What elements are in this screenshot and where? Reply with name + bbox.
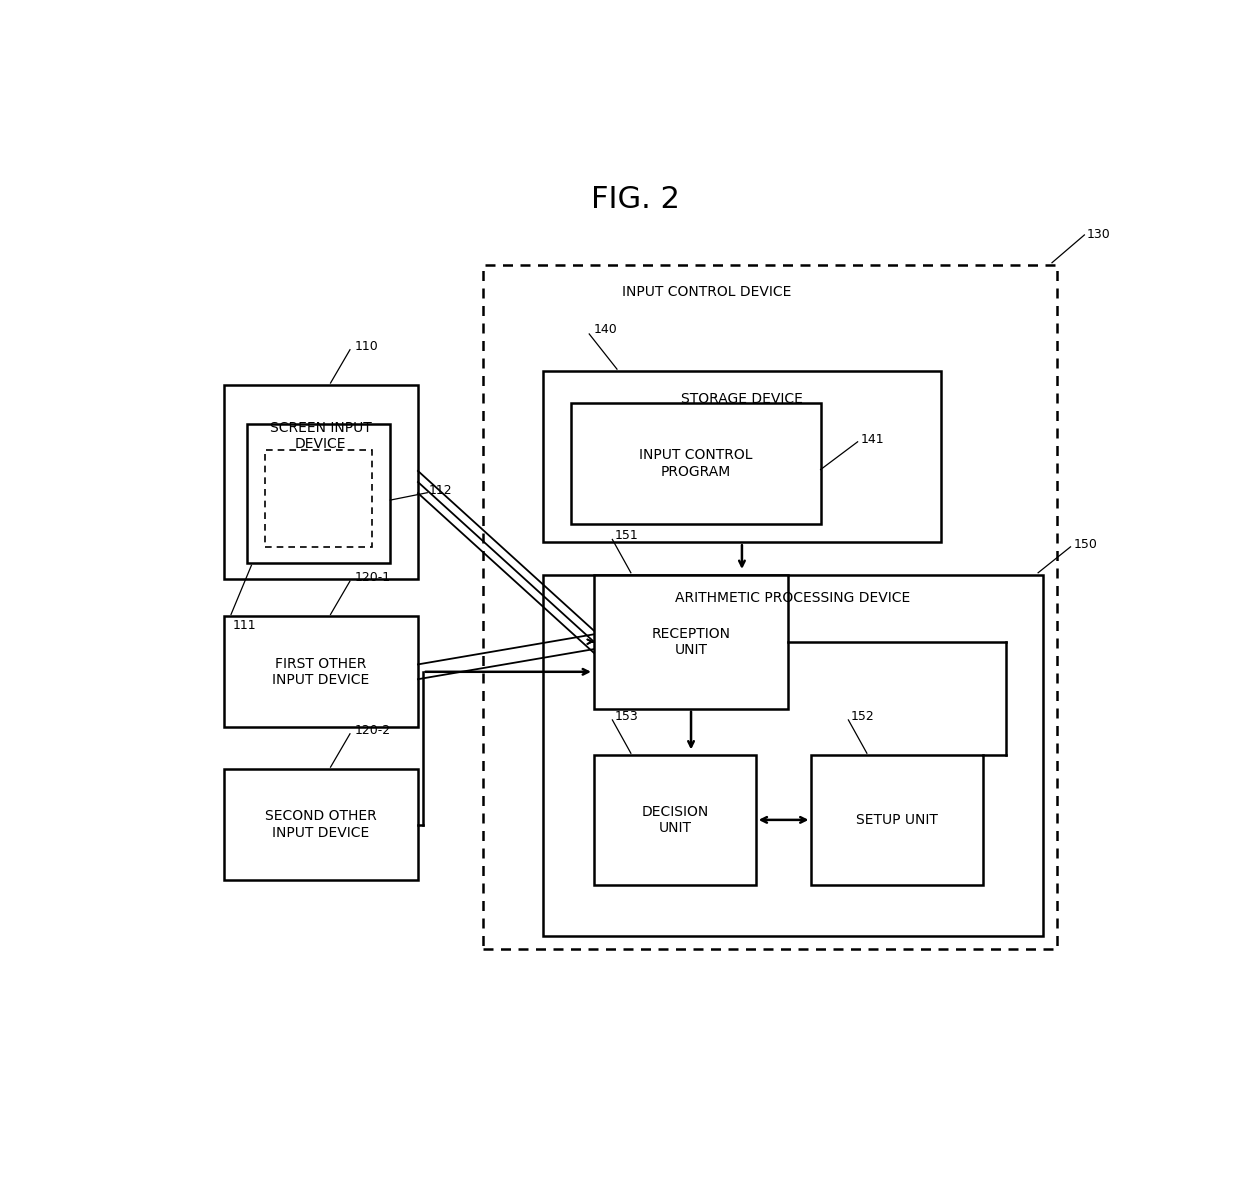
Text: INPUT CONTROL DEVICE: INPUT CONTROL DEVICE	[621, 285, 791, 299]
Text: SETUP UNIT: SETUP UNIT	[856, 813, 937, 827]
Bar	[265, 450, 372, 547]
Text: ARITHMETIC PROCESSING DEVICE: ARITHMETIC PROCESSING DEVICE	[676, 590, 910, 605]
Text: 141: 141	[861, 433, 884, 446]
Text: 120-1: 120-1	[355, 571, 391, 584]
Text: DECISION
UNIT: DECISION UNIT	[641, 805, 708, 835]
Text: RECEPTION
UNIT: RECEPTION UNIT	[651, 626, 730, 656]
Text: 112: 112	[429, 484, 453, 498]
Text: INPUT CONTROL
PROGRAM: INPUT CONTROL PROGRAM	[639, 448, 753, 478]
Bar	[223, 769, 418, 880]
Text: 150: 150	[1074, 538, 1097, 552]
Text: 140: 140	[594, 323, 618, 335]
Bar	[570, 404, 821, 524]
Text: 120-2: 120-2	[355, 724, 391, 737]
Text: FIG. 2: FIG. 2	[591, 185, 680, 214]
Text: 152: 152	[851, 709, 875, 722]
Bar	[543, 371, 941, 542]
Text: SECOND OTHER
INPUT DEVICE: SECOND OTHER INPUT DEVICE	[265, 809, 377, 840]
Bar	[543, 575, 1043, 935]
Text: STORAGE DEVICE: STORAGE DEVICE	[681, 392, 802, 406]
Bar	[223, 617, 418, 727]
Text: 151: 151	[615, 529, 639, 542]
Text: 111: 111	[233, 619, 257, 632]
Bar	[247, 424, 391, 563]
Text: 110: 110	[355, 339, 378, 352]
Text: 130: 130	[1087, 227, 1111, 240]
Bar	[594, 575, 789, 709]
Text: 153: 153	[615, 709, 639, 722]
Text: FIRST OTHER
INPUT DEVICE: FIRST OTHER INPUT DEVICE	[273, 656, 370, 686]
Bar	[223, 385, 418, 579]
Bar	[594, 755, 756, 885]
Text: SCREEN INPUT
DEVICE: SCREEN INPUT DEVICE	[270, 421, 372, 451]
Bar	[811, 755, 982, 885]
Bar	[482, 264, 1056, 950]
